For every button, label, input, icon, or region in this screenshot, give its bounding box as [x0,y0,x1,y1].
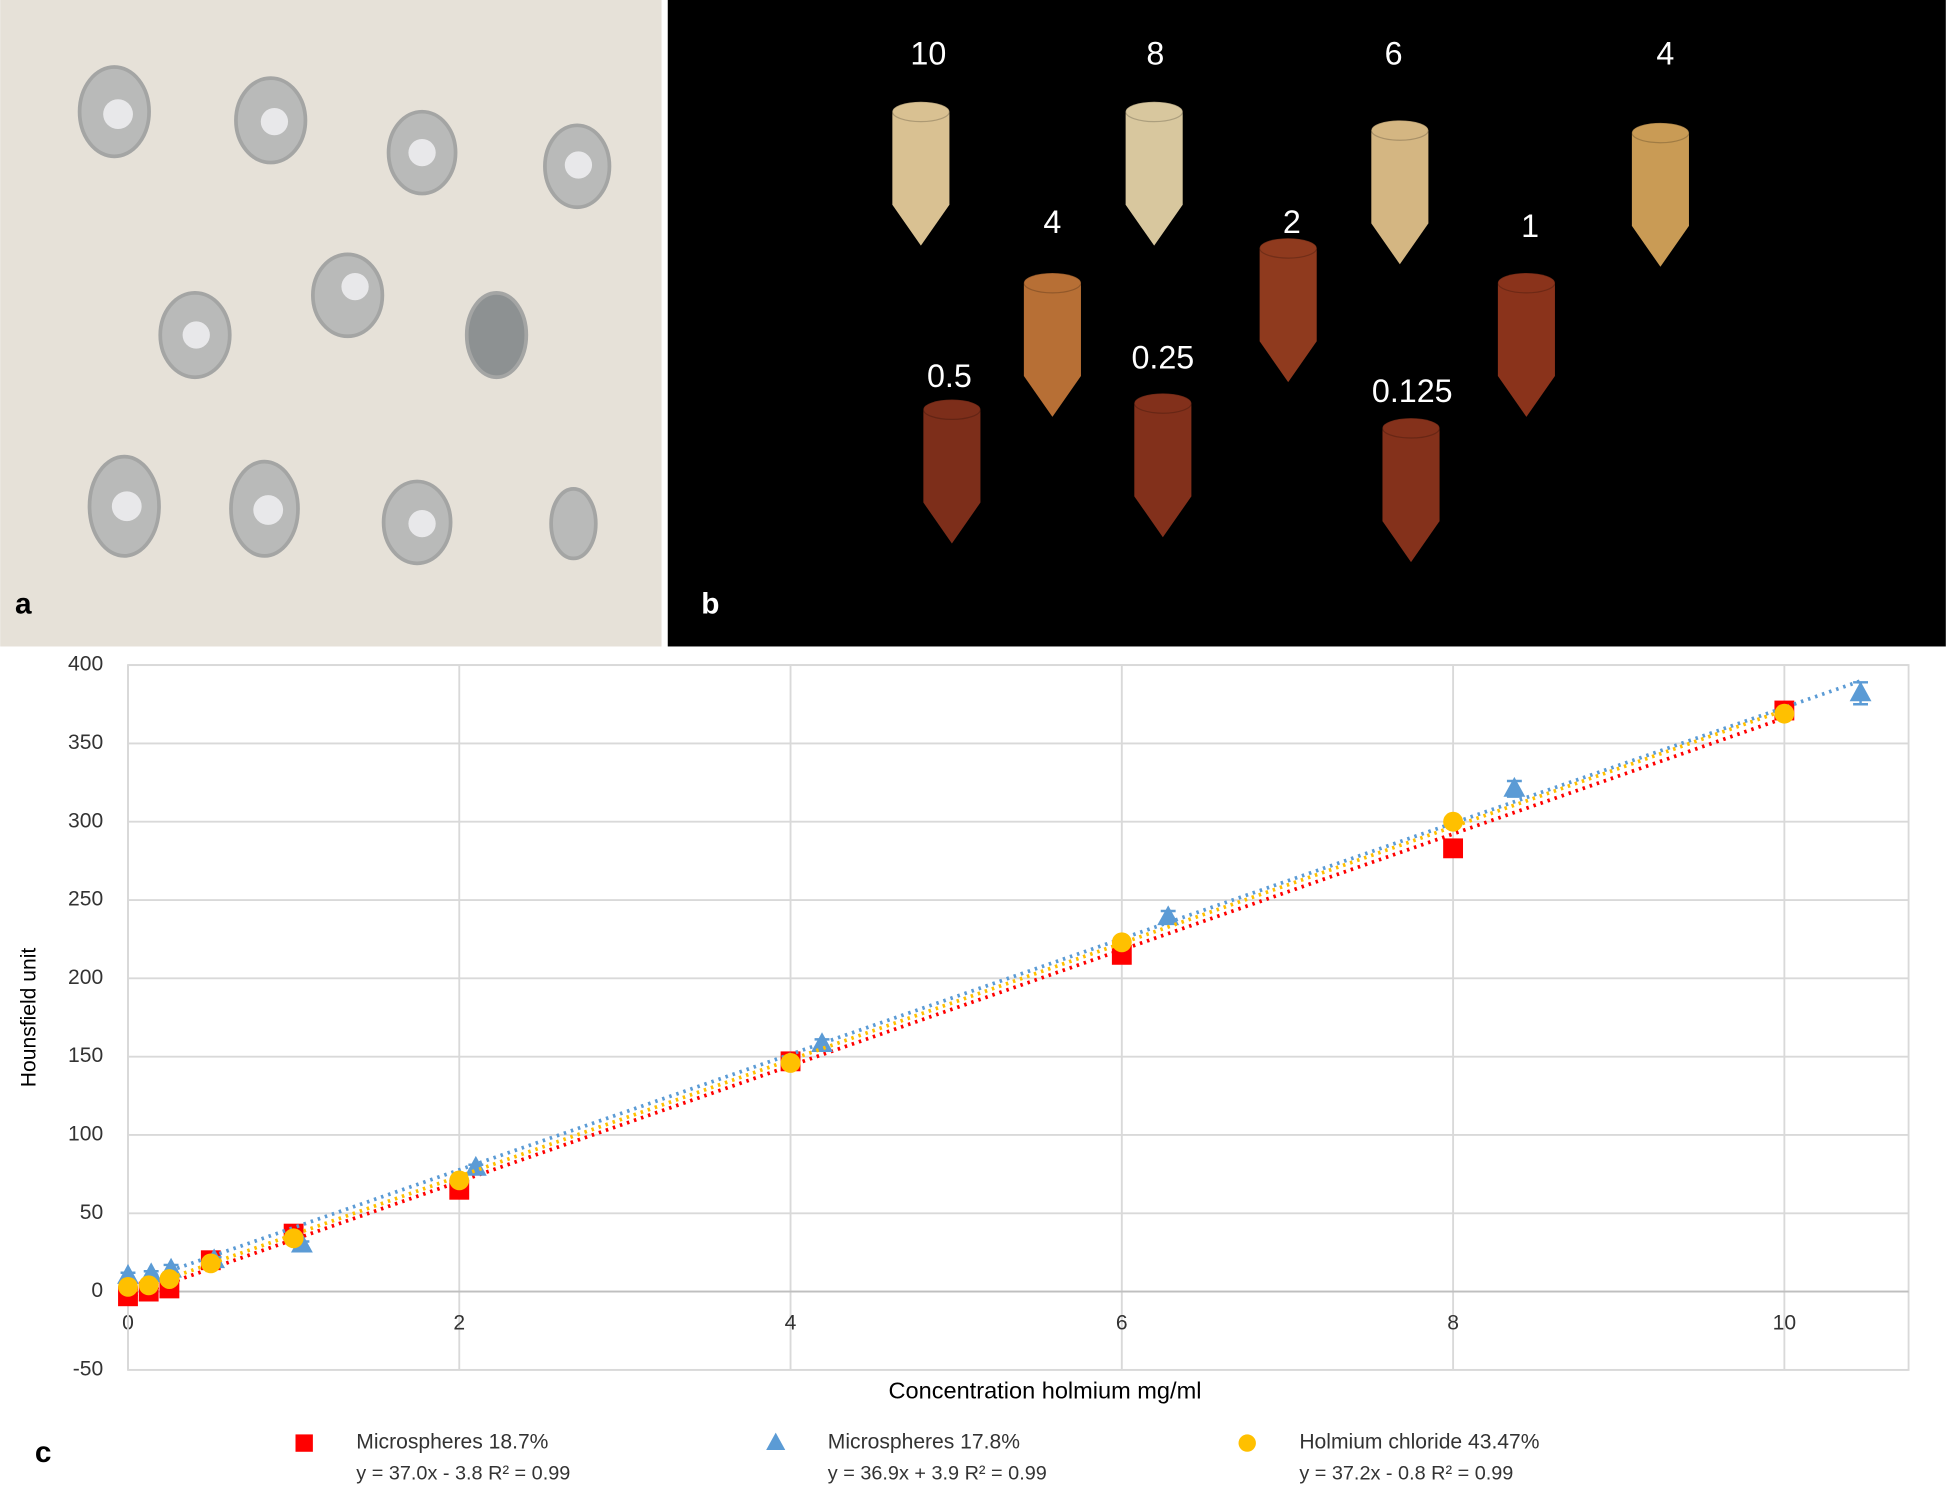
y-tick-label: 100 [68,1123,103,1146]
y-tick-label: 50 [80,1201,103,1224]
y-tick-label: 0 [91,1279,103,1302]
marker [118,1276,138,1297]
legend-label: Holmium chloride 43.47% [1299,1431,1539,1454]
tube [892,111,950,246]
y-tick-label: 250 [68,888,103,911]
y-tick-label: 300 [68,809,103,832]
tube-cap [1370,119,1430,141]
y-tick-label: 150 [68,1044,103,1067]
x-tick-label: 8 [1447,1311,1459,1334]
tube-cap [891,101,951,123]
marker [1503,776,1526,797]
tube-label: 2 [1283,204,1301,240]
tubes [891,101,1690,563]
tube [1382,428,1440,563]
tube-cap [1133,392,1193,414]
legend-label: Microspheres 17.8% [828,1431,1020,1454]
tube-cap [1023,272,1082,294]
marker [1111,932,1132,953]
panel-label: b [701,587,719,620]
tube-cap [1631,122,1690,144]
y-tick-label: -50 [73,1357,103,1380]
x-tick-label: 2 [453,1311,465,1334]
tube-label: 0.5 [927,358,972,394]
tube [923,409,981,544]
x-tick-label: 10 [1773,1311,1796,1334]
marker [1443,811,1464,832]
marker [464,1155,487,1176]
marker [780,1052,801,1073]
legend-equation: y = 36.9x + 3.9 R² = 0.99 [828,1462,1047,1484]
y-axis-title: Hounsfield unit [18,948,41,1088]
marker [1774,703,1795,724]
panel-a-photo [0,0,662,647]
x-tick-label: 4 [785,1311,797,1334]
tube [1631,132,1689,267]
tube-label: 10 [910,35,946,71]
legend-marker [295,1434,313,1452]
marker [200,1253,221,1274]
tube-label: 6 [1385,35,1403,71]
tube [1134,403,1192,538]
legend-marker [1238,1434,1256,1452]
tube-cap [1497,272,1556,294]
trendline [127,716,1785,1300]
y-tick-label: 400 [68,653,103,676]
panel-label: c [35,1436,52,1469]
legend-equation: y = 37.2x - 0.8 R² = 0.99 [1299,1462,1513,1484]
marker [1849,681,1872,702]
panel-label: a [15,587,32,620]
tube-cap [922,398,982,421]
marker [283,1228,304,1249]
plot-border [127,664,1910,1371]
y-tick-label: 350 [68,731,103,754]
y-tick-label: 200 [68,966,103,989]
trendline [127,679,1862,1288]
tube-cap [1125,101,1184,123]
marker [1443,838,1464,859]
tube [1125,111,1183,246]
tube-cap [1259,237,1318,259]
trendline [127,708,1785,1295]
panel-c-background [0,650,1946,1489]
marker [449,1170,470,1191]
tube-label: 0.25 [1131,339,1194,375]
x-axis-title: Concentration holmium mg/ml [888,1377,1201,1403]
tube-label: 4 [1656,35,1674,71]
legend-marker [766,1432,786,1451]
tube [1497,282,1555,417]
tube-label: 8 [1146,35,1164,71]
marker [811,1032,833,1053]
tube [1023,282,1081,417]
x-tick-label: 6 [1116,1311,1128,1334]
tube [1371,130,1429,265]
marker [1157,905,1180,926]
legend-equation: y = 37.0x - 3.8 R² = 0.99 [356,1462,570,1484]
marker [138,1275,159,1296]
tube-cap [1381,417,1441,439]
marker [159,1269,180,1289]
tube-label: 0.125 [1372,373,1453,409]
tube-label: 1 [1521,208,1539,244]
tube [1259,248,1317,383]
legend-label: Microspheres 18.7% [356,1431,548,1454]
tube-label: 4 [1043,204,1061,240]
